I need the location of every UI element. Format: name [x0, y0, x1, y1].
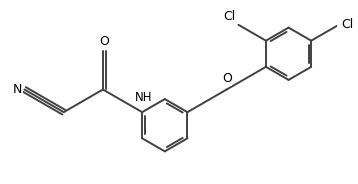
Text: NH: NH: [135, 91, 153, 104]
Text: O: O: [100, 35, 109, 48]
Text: N: N: [13, 83, 22, 96]
Text: O: O: [222, 72, 232, 85]
Text: Cl: Cl: [342, 18, 354, 31]
Text: Cl: Cl: [223, 10, 236, 23]
